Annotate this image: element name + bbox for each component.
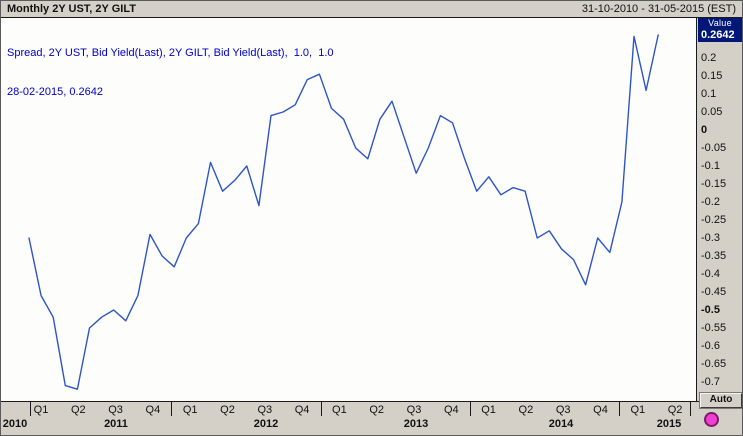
value-tick-0: 0 [701,124,708,136]
legend-line-lastpoint: 28-02-2015, 0.2642 [7,86,104,98]
year-boundary-tick [470,402,471,416]
legend-line-series: Spread, 2Y UST, Bid Yield(Last), 2Y GILT… [7,47,334,59]
quarter-label: Q2 [220,404,235,416]
time-axis: Q1 Q2 Q3 Q4 Q1 Q2 Q3 Q4 Q1 Q2 Q3 Q4 Q1 Q2 Q3 Q4 Q1 Q2 201… [1,401,742,435]
year-label-2012: 2012 [253,418,279,430]
year-label-2011: 2011 [104,418,128,430]
year-label-2015: 2015 [656,418,682,430]
value-axis-title: Value [698,18,742,29]
value-axis: Value 0.2642 0.2 0.15 0.1 0.05 0 -0.05 -0.1 -0.… [696,18,742,401]
value-tick--0.7: -0.7 [701,376,720,388]
quarter-label: Q1 [182,404,198,416]
value-tick--0.6: -0.6 [701,340,720,352]
value-tick--0.4: -0.4 [701,268,720,280]
value-tick--0.15: -0.15 [701,178,727,190]
value-tick--0.2: -0.2 [701,196,720,208]
quarter-label: Q1 [630,404,646,416]
value-tick-0.2: 0.2 [701,52,717,64]
chart-legend: Spread, 2Y UST, Bid Yield(Last), 2Y GILT… [7,21,334,125]
quarter-label: Q3 [257,404,273,416]
year-label-2013: 2013 [403,418,429,430]
value-tick--0.05: -0.05 [701,142,727,154]
value-tick--0.35: -0.35 [701,250,727,262]
last-value-badge: 0.2642 [698,29,742,42]
quarter-label: Q1 [481,404,496,416]
quarter-label: Q2 [667,404,683,416]
value-tick--0.65: -0.65 [701,358,727,370]
spread-line [28,34,659,390]
quarter-label: Q4 [443,404,459,416]
quarter-label: Q2 [369,404,385,416]
value-tick--0.1: -0.1 [701,160,720,172]
quarter-label: Q1 [332,404,347,416]
quarter-label: Q4 [294,404,310,416]
year-boundary-tick [171,402,172,416]
year-boundary-tick [619,402,620,416]
quarter-label: Q4 [593,404,608,416]
value-tick-0.1: 0.1 [701,88,717,100]
quarter-label: Q3 [406,404,422,416]
quarter-label: Q2 [70,404,86,416]
quarter-label: Q3 [108,404,123,416]
year-boundary-tick [690,402,691,416]
chart-canvas[interactable] [1,18,696,401]
plot-area[interactable]: Spread, 2Y UST, Bid Yield(Last), 2Y GILT… [1,18,696,401]
value-tick-0.05: 0.05 [701,106,723,118]
year-boundary-tick [321,402,322,416]
year-label-2010: 2010 [2,418,28,430]
channel-link-dot[interactable] [704,412,719,427]
value-tick-0.15: 0.15 [701,70,723,82]
value-tick--0.25: -0.25 [701,214,727,226]
year-label-2014: 2014 [548,418,574,430]
auto-scale-button[interactable]: Auto [700,393,742,408]
quarter-label: Q2 [518,404,534,416]
quarter-label: Q4 [145,404,161,416]
quarter-label: Q3 [555,404,571,416]
value-tick--0.55: -0.55 [701,322,727,334]
year-boundary-tick [30,402,31,416]
value-tick--0.5: -0.5 [701,304,720,316]
date-range-label: 31-10-2010 - 31-05-2015 (EST) [581,3,736,15]
value-tick--0.45: -0.45 [701,286,727,298]
quarter-label: Q1 [33,404,49,416]
chart-header: Monthly 2Y UST, 2Y GILT 31-10-2010 - 31-… [1,1,742,18]
chart-title: Monthly 2Y UST, 2Y GILT [7,3,136,15]
value-tick--0.3: -0.3 [701,232,720,244]
